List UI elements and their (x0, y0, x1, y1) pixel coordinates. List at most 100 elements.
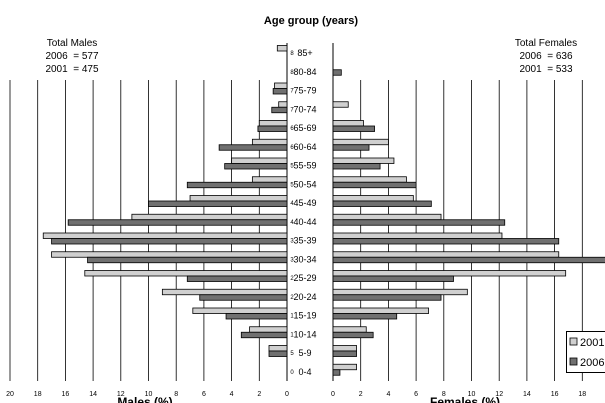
tick-label-females: 10 (468, 391, 476, 398)
bar-males-2001-70-74 (278, 101, 288, 108)
legend: 2001 2006 (566, 331, 605, 373)
bar-females-2006-60-64 (332, 144, 370, 151)
age-small-label: 4 (290, 220, 294, 226)
bar-males-2001-60-64 (251, 138, 288, 146)
bar-females-2001-40-44 (332, 213, 442, 221)
bar-males-2006-75-79 (272, 88, 288, 95)
age-small-label: 6 (290, 126, 294, 132)
age-labels: 8 85+8 80-847 75-797 70-746 65-696 60-645 55-59… (290, 48, 316, 377)
bar-females-2001-30-34 (332, 251, 560, 258)
age-label-10-14: 10-14 (293, 329, 316, 339)
bar-females-2006-10-14 (332, 331, 374, 339)
age-small-label: 8 (290, 51, 294, 57)
tick-label-males: 16 (62, 391, 70, 398)
bar-females-2006-25-29 (332, 275, 454, 282)
tick-label-males: 20 (6, 391, 14, 398)
bar-males-2001-65-69 (258, 120, 288, 127)
bar-females-2001-25-29 (332, 270, 567, 277)
bar-females-2006-0-4 (332, 369, 341, 376)
bar-females-2006-65-69 (332, 125, 375, 132)
bar-females-2001-55-59 (332, 157, 395, 164)
males-total-2006: 2006 = 577 (45, 51, 99, 62)
males-totals: Total Males 2006 = 577 2001 = 475 (45, 38, 99, 75)
bar-males-2001-15-19 (192, 307, 288, 314)
age-label-30-34: 30-34 (293, 254, 316, 264)
age-label-60-64: 60-64 (293, 142, 316, 152)
bar-males-2001-25-29 (84, 270, 288, 277)
age-small-label: 6 (290, 145, 294, 151)
bar-females-2006-40-44 (332, 219, 506, 226)
bar-females-2001-0-4 (332, 363, 357, 371)
bar-males-2006-55-59 (224, 163, 288, 170)
bar-females-2001-65-69 (332, 120, 364, 127)
age-small-label: 7 (290, 107, 294, 113)
age-small-label: 4 (290, 201, 294, 207)
age-small-label: 8 (290, 70, 294, 76)
age-small-label: 7 (290, 89, 294, 95)
bar-males-2006-60-64 (218, 144, 288, 151)
bar-males-2006-35-39 (51, 238, 288, 245)
age-small-label: 1 (290, 314, 294, 320)
age-small-label: 2 (290, 295, 294, 301)
age-label-75-79: 75-79 (293, 86, 316, 96)
bar-males-2006-65-69 (257, 125, 288, 132)
bar-females-2006-55-59 (332, 163, 381, 170)
age-small-label: 2 (290, 276, 294, 282)
tick-label-females: 12 (495, 391, 503, 398)
females-totals-title: Total Females (515, 38, 577, 49)
bar-females-2006-15-19 (332, 313, 398, 320)
legend-swatch-2006 (569, 357, 578, 366)
age-label-25-29: 25-29 (293, 273, 316, 283)
tick-label-females: 14 (523, 391, 531, 398)
age-label-85+: 85+ (297, 48, 312, 58)
females-total-2001: 2001 = 533 (519, 64, 573, 75)
tick-label-females: 16 (551, 391, 559, 398)
males-totals-title: Total Males (47, 38, 98, 49)
bar-females-2006-50-54 (332, 181, 417, 189)
tick-label-males: 0 (285, 391, 289, 398)
age-label-20-24: 20-24 (293, 292, 316, 302)
age-label-70-74: 70-74 (293, 104, 316, 114)
tick-label-females: 0 (331, 391, 335, 398)
age-label-50-54: 50-54 (293, 179, 316, 189)
tick-label-males: 18 (34, 391, 42, 398)
bar-males-2006-50-54 (186, 181, 288, 189)
bar-females-2006-5-9 (332, 350, 357, 357)
bar-females-2001-10-14 (332, 326, 367, 333)
tick-label-males: 4 (230, 391, 234, 398)
age-label-35-39: 35-39 (293, 236, 316, 246)
bar-females-2001-5-9 (332, 345, 357, 352)
x-axis-label-males: Males (%) (117, 395, 172, 403)
bar-males-2001-85+ (276, 45, 288, 52)
females-total-2006: 2006 = 636 (519, 51, 573, 62)
bar-females-2006-30-34 (332, 256, 605, 264)
bar-males-2001-50-54 (251, 176, 288, 183)
bar-males-2006-40-44 (67, 219, 288, 226)
bar-males-2006-70-74 (271, 106, 288, 114)
tick-label-females: 6 (414, 391, 418, 398)
age-label-55-59: 55-59 (293, 161, 316, 171)
bar-females-2001-35-39 (332, 232, 503, 239)
bar-females-2006-80-84 (332, 69, 342, 76)
bar-males-2001-45-49 (189, 195, 288, 202)
age-small-label: 3 (290, 257, 294, 263)
bar-females-2001-15-19 (332, 307, 429, 314)
bar-males-2006-5-9 (268, 350, 288, 357)
x-axis-label-females: Females (%) (430, 395, 500, 403)
males-total-2001: 2001 = 475 (45, 64, 99, 75)
bar-males-2006-20-24 (199, 294, 288, 301)
legend-label-2001: 2001 (580, 337, 604, 349)
tick-label-males: 12 (117, 391, 125, 398)
tick-label-males: 10 (145, 391, 153, 398)
bar-males-2001-40-44 (131, 213, 288, 221)
bar-males-2006-30-34 (87, 256, 288, 264)
tick-label-females: 18 (578, 391, 586, 398)
bar-females-2001-20-24 (332, 288, 468, 296)
bar-males-2001-75-79 (274, 82, 288, 89)
gridlines (9, 43, 583, 381)
age-small-label: 5 (290, 164, 294, 170)
age-label-0-4: 0-4 (298, 367, 311, 377)
bar-males-2001-5-9 (268, 345, 288, 352)
